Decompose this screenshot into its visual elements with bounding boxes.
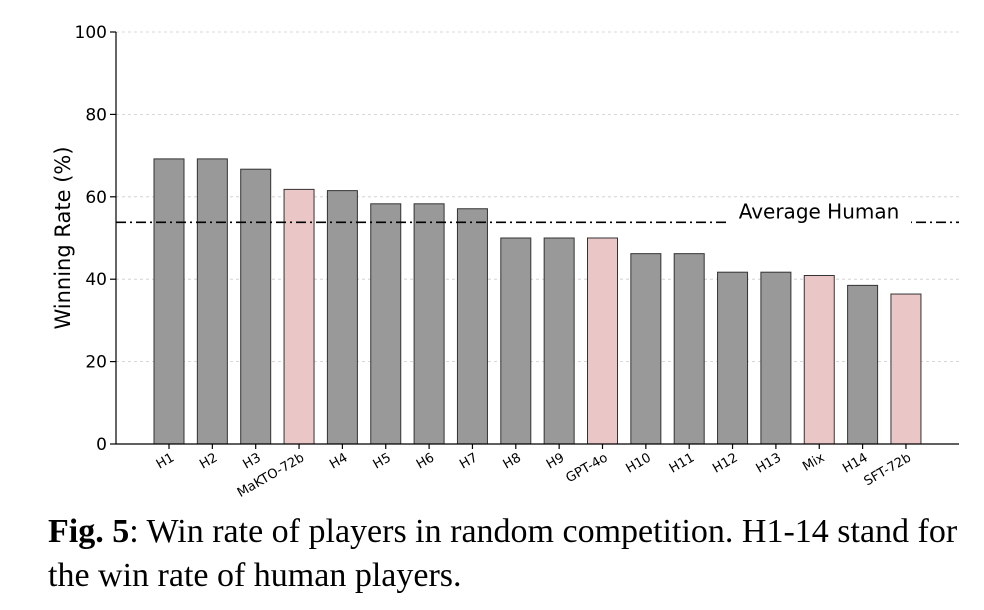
x-tick-label-h6: H6 xyxy=(414,450,437,472)
bar-h4 xyxy=(326,190,358,445)
x-tick-label-h8: H8 xyxy=(501,450,524,472)
bar-makto-72b xyxy=(283,188,315,445)
caption-text: : Win rate of players in random competit… xyxy=(48,513,958,594)
x-tick-label-sft-72b: SFT-72b xyxy=(862,450,914,489)
y-tick-label-0: 0 xyxy=(96,435,107,455)
bar-h7 xyxy=(456,208,488,445)
bar-mix xyxy=(803,274,835,445)
x-tick-label-h1: H1 xyxy=(154,450,177,472)
x-tick-label-gpt-4o: GPT-4o xyxy=(564,450,611,486)
x-tick-label-mix: Mix xyxy=(800,450,827,474)
bars xyxy=(153,158,922,445)
bar-h8 xyxy=(500,237,532,445)
y-tick-label-20: 20 xyxy=(85,353,107,373)
average-human-label-background xyxy=(727,198,911,227)
y-ticks: 0 20 40 60 80 100 xyxy=(75,23,116,455)
bar-h14 xyxy=(847,284,879,445)
bar-h5 xyxy=(370,203,402,445)
axes xyxy=(115,32,959,445)
y-axis-label: Winning Rate (%) xyxy=(51,146,75,329)
bar-gpt-4o xyxy=(587,237,618,445)
x-tick-label-h5: H5 xyxy=(371,450,394,472)
y-tick-label-60: 60 xyxy=(85,188,107,208)
average-human-label: Average Human xyxy=(739,199,900,223)
bar-h1 xyxy=(153,158,185,445)
x-tick-label-h12: H12 xyxy=(710,450,740,476)
bar-h12 xyxy=(717,271,749,445)
bar-h2 xyxy=(196,158,228,445)
x-tick-label-h9: H9 xyxy=(544,450,567,472)
average-human-line: Average Human xyxy=(116,198,959,227)
bar-h10 xyxy=(630,253,662,445)
bar-h3 xyxy=(240,168,272,445)
bar-h11 xyxy=(673,253,705,445)
x-tick-label-h7: H7 xyxy=(457,450,480,472)
bar-h6 xyxy=(413,203,445,445)
x-tick-label-h13: H13 xyxy=(754,450,784,476)
x-tick-label-h4: H4 xyxy=(327,450,350,472)
bar-sft-72b xyxy=(890,293,922,445)
y-tick-label-100: 100 xyxy=(75,23,107,43)
bar-h9 xyxy=(543,237,575,445)
y-tick-label-80: 80 xyxy=(85,105,107,125)
x-tick-label-h3: H3 xyxy=(241,450,264,472)
y-tick-label-40: 40 xyxy=(85,270,107,290)
caption-label: Fig. 5 xyxy=(48,513,130,550)
x-tick-label-h10: H10 xyxy=(624,450,654,476)
x-tick-label-h2: H2 xyxy=(197,450,220,472)
x-tick-label-h11: H11 xyxy=(667,450,697,476)
bar-h13 xyxy=(760,271,792,445)
figure-caption: Fig. 5: Win rate of players in random co… xyxy=(48,510,973,598)
